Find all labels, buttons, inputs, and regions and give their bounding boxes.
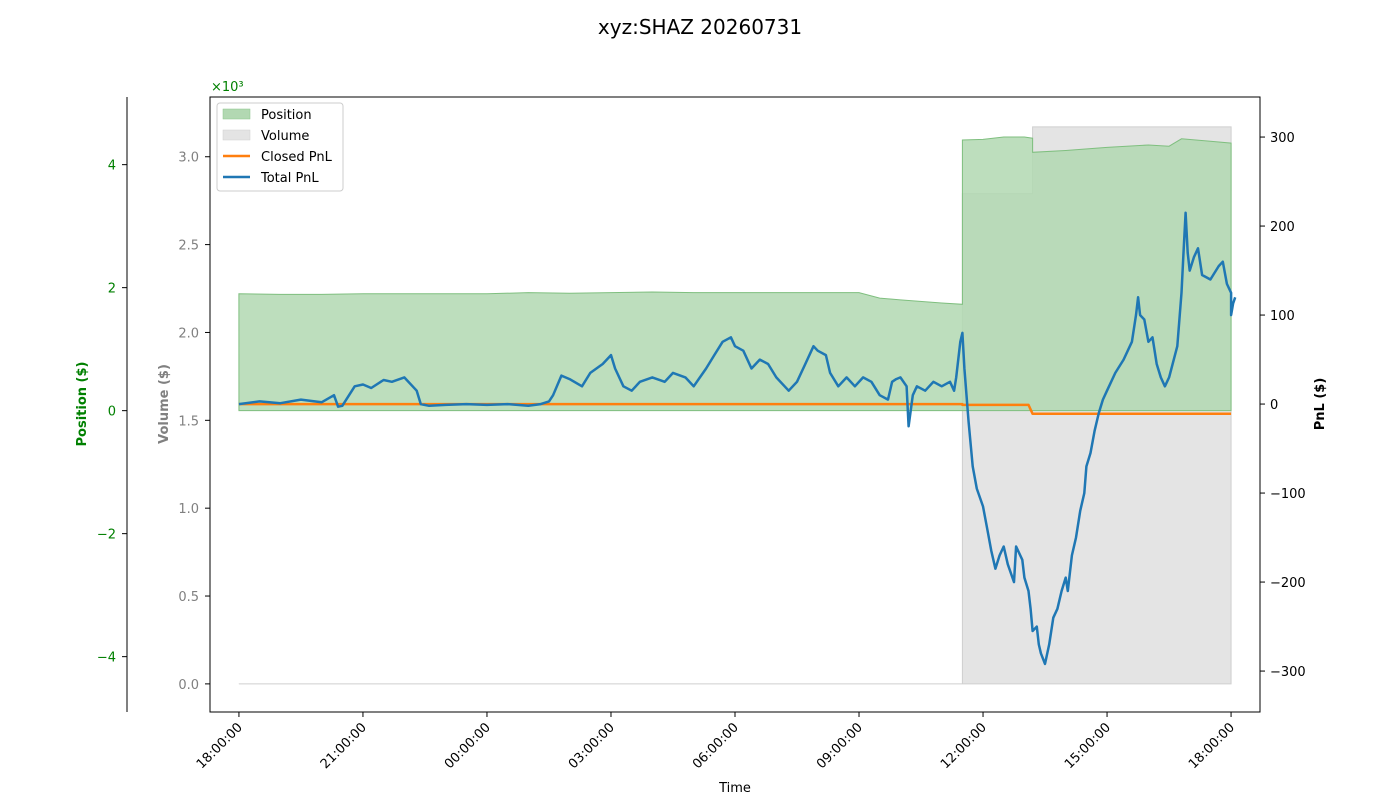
legend-label-closed-pnl: Closed PnL: [261, 150, 333, 165]
closed-pnl-line: [238, 402, 1232, 416]
legend-label-volume: Volume: [261, 129, 309, 144]
pnl-lines-layer: [238, 211, 1237, 666]
pnl-axis-label: PnL ($): [1313, 378, 1328, 431]
volume-axis-label: Volume ($): [157, 364, 172, 444]
x-axis-label: Time: [718, 781, 751, 796]
x-tick-label: 00:00:00: [442, 720, 494, 772]
position-tick-label: 2: [108, 282, 116, 297]
legend-swatch-position: [222, 108, 251, 120]
x-tick-label: 12:00:00: [938, 720, 990, 772]
volume-tick-label: 0.5: [178, 590, 199, 605]
pnl-axis: −300 −200 −100 0 100 200 300: [1260, 131, 1306, 680]
pnl-tick-label: −100: [1270, 487, 1306, 502]
x-axis: 18:00:00 21:00:00 00:00:00 03:00:00 06:00:00…: [194, 712, 1238, 772]
pnl-tick-label: −300: [1270, 665, 1306, 680]
pnl-tick-label: 200: [1270, 220, 1295, 235]
legend-box: [216, 102, 344, 192]
x-tick-label: 15:00:00: [1062, 720, 1114, 772]
volume-tick-label: 1.0: [178, 502, 199, 517]
position-axis-exponent: ×10³: [211, 80, 244, 95]
total-pnl-line: [238, 211, 1237, 666]
x-tick-label: 09:00:00: [814, 720, 866, 772]
volume-tick-label: 2.5: [178, 239, 199, 254]
legend-label-position: Position: [261, 108, 312, 123]
pnl-tick-label: 100: [1270, 309, 1295, 324]
legend-swatch-volume: [222, 129, 251, 141]
volume-tick-label: 0.0: [178, 678, 199, 693]
x-tick-label: 06:00:00: [690, 720, 742, 772]
pnl-tick-label: 0: [1270, 398, 1278, 413]
position-tick-label: 4: [108, 159, 116, 174]
volume-tick-label: 3.0: [178, 151, 199, 166]
position-area-layer: [238, 136, 1232, 412]
position-tick-label: −2: [97, 528, 116, 543]
pnl-tick-label: 300: [1270, 131, 1295, 146]
volume-tick-label: 1.5: [178, 414, 199, 429]
legend-label-total-pnl: Total PnL: [260, 171, 319, 186]
volume-axis: 0.0 0.5 1.0 1.5 2.0 2.5 3.0: [178, 151, 210, 693]
x-tick-label: 18:00:00: [1186, 720, 1238, 772]
x-tick-label: 21:00:00: [318, 720, 370, 772]
volume-tick-label: 2.0: [178, 326, 199, 341]
chart-title: xyz:SHAZ 20260731: [598, 15, 802, 39]
position-axis: −4 −2 0 2 4: [97, 159, 127, 666]
x-tick-label: 03:00:00: [566, 720, 618, 772]
position-axis-label: Position ($): [75, 362, 90, 447]
position-area: [238, 136, 1232, 412]
x-tick-label: 18:00:00: [194, 720, 246, 772]
pnl-tick-label: −200: [1270, 576, 1306, 591]
position-tick-label: −4: [97, 651, 116, 666]
legend: Position Volume Closed PnL Total PnL: [216, 102, 344, 192]
position-tick-label: 0: [108, 405, 116, 420]
